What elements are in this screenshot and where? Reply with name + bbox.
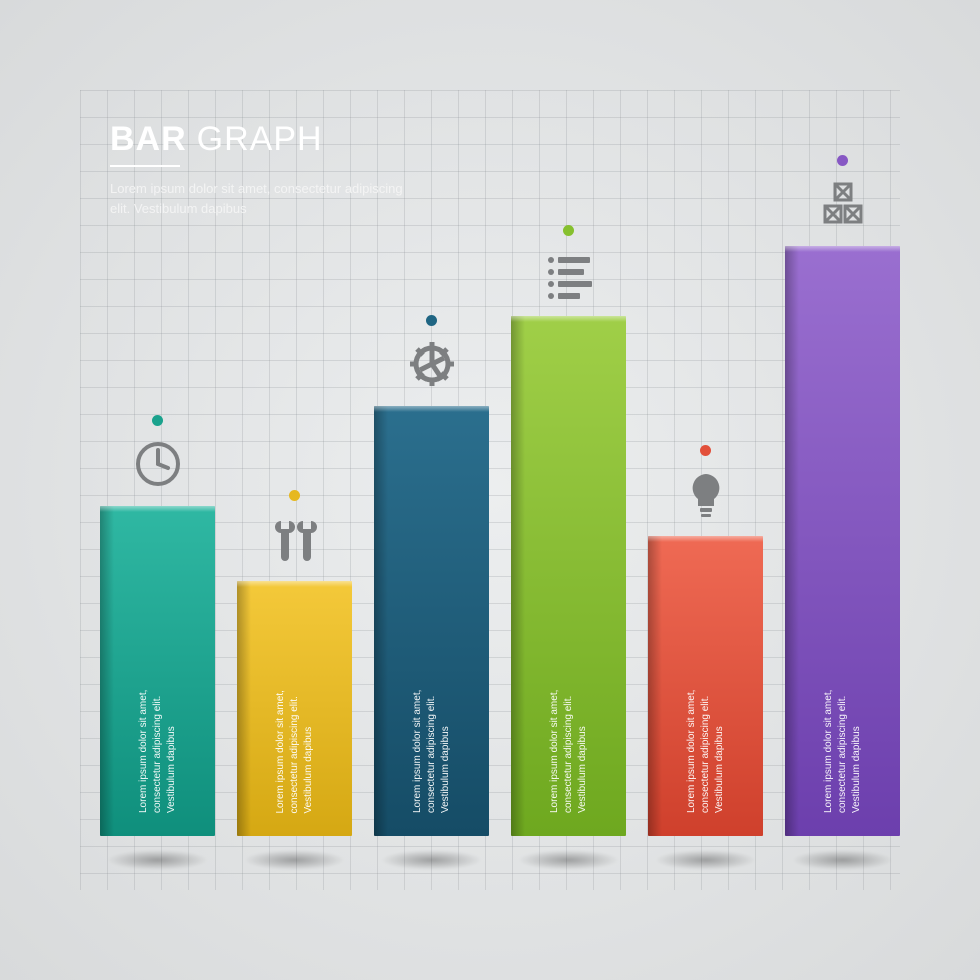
- bar-slot-3: Lorem ipsum dolor sit amet,consectetur a…: [511, 225, 626, 870]
- bar-shadow: [655, 850, 756, 870]
- bar-label: Lorem ipsum dolor sit amet,consectetur a…: [548, 333, 590, 813]
- bar-shadow: [381, 850, 482, 870]
- boxes-icon: [817, 176, 869, 232]
- series-dot: [426, 315, 437, 326]
- series-dot: [563, 225, 574, 236]
- bar-2: Lorem ipsum dolor sit amet,consectetur a…: [374, 406, 489, 836]
- title-light: GRAPH: [197, 120, 323, 159]
- bar-slot-4: Lorem ipsum dolor sit amet,consectetur a…: [648, 445, 763, 870]
- title-bold: BAR: [110, 120, 187, 159]
- bar-0: Lorem ipsum dolor sit amet,consectetur a…: [100, 506, 215, 836]
- bar-shadow: [244, 850, 345, 870]
- bar-3: Lorem ipsum dolor sit amet,consectetur a…: [511, 316, 626, 836]
- lightbulb-icon: [680, 466, 732, 522]
- chart-title: BAR GRAPH: [110, 120, 460, 159]
- bar-shadow: [107, 850, 208, 870]
- wrench-icon: [269, 511, 321, 567]
- bar-shadow: [792, 850, 893, 870]
- bar-label: Lorem ipsum dolor sit amet,consectetur a…: [685, 553, 727, 813]
- bar-label: Lorem ipsum dolor sit amet,consectetur a…: [411, 423, 453, 813]
- bar-label: Lorem ipsum dolor sit amet,consectetur a…: [137, 523, 179, 813]
- list-icon: [543, 246, 595, 302]
- gear-icon: [406, 336, 458, 392]
- series-dot: [152, 415, 163, 426]
- title-underline: [110, 165, 180, 167]
- clock-icon: [132, 436, 184, 492]
- bar-shadow: [518, 850, 619, 870]
- bar-label: Lorem ipsum dolor sit amet,consectetur a…: [274, 598, 316, 813]
- bar-slot-5: Lorem ipsum dolor sit amet,consectetur a…: [785, 155, 900, 870]
- series-dot: [700, 445, 711, 456]
- bar-5: Lorem ipsum dolor sit amet,consectetur a…: [785, 246, 900, 836]
- bar-1: Lorem ipsum dolor sit amet,consectetur a…: [237, 581, 352, 836]
- bar-slot-1: Lorem ipsum dolor sit amet,consectetur a…: [237, 490, 352, 870]
- bar-label: Lorem ipsum dolor sit amet,consectetur a…: [822, 263, 864, 813]
- series-dot: [837, 155, 848, 166]
- bar-chart: Lorem ipsum dolor sit amet,consectetur a…: [100, 190, 900, 870]
- bar-slot-0: Lorem ipsum dolor sit amet,consectetur a…: [100, 415, 215, 870]
- bar-4: Lorem ipsum dolor sit amet,consectetur a…: [648, 536, 763, 836]
- series-dot: [289, 490, 300, 501]
- bar-slot-2: Lorem ipsum dolor sit amet,consectetur a…: [374, 315, 489, 870]
